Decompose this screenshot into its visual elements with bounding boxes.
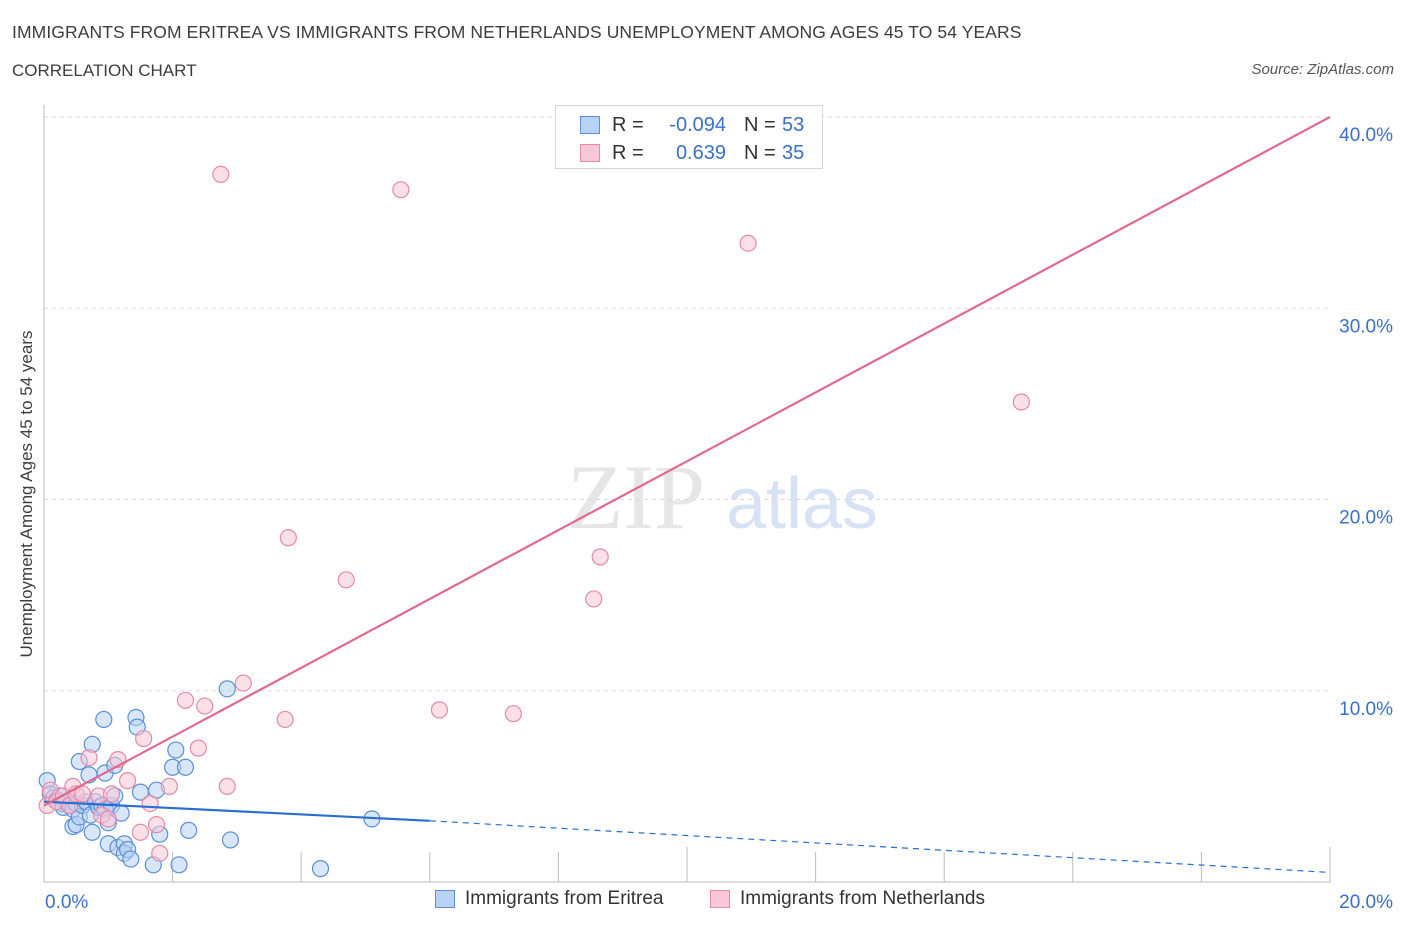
eritrea-n-value: 53 bbox=[782, 113, 805, 136]
netherlands-point bbox=[141, 794, 159, 813]
eritrea-r-value: -0.094 bbox=[669, 113, 726, 136]
legend-row-netherlands: R = 0.639 N = 35 bbox=[580, 141, 804, 165]
netherlands-point bbox=[176, 691, 195, 709]
bottom-legend-eritrea: Immigrants from Eritrea bbox=[435, 888, 663, 910]
eritrea-point bbox=[311, 860, 330, 878]
netherlands-point bbox=[218, 777, 236, 795]
n-label: N = bbox=[744, 113, 776, 136]
netherlands-point bbox=[189, 739, 207, 757]
r-label: R = bbox=[612, 141, 644, 164]
eritrea-point bbox=[95, 710, 113, 729]
netherlands-point bbox=[160, 777, 178, 795]
netherlands-point bbox=[585, 590, 603, 608]
stats-legend: R = -0.094 N = 53 R = 0.639 N = 35 bbox=[555, 105, 823, 169]
y-tick-label: 30.0% bbox=[1339, 316, 1393, 337]
netherlands-legend-swatch bbox=[710, 890, 730, 908]
netherlands-point bbox=[504, 705, 522, 723]
netherlands-point bbox=[234, 674, 252, 692]
legend-row-eritrea: R = -0.094 N = 53 bbox=[580, 113, 804, 137]
chart-title: IMMIGRANTS FROM ERITREA VS IMMIGRANTS FR… bbox=[12, 22, 1022, 42]
netherlands-point bbox=[212, 165, 230, 183]
trend-lines bbox=[43, 116, 1331, 874]
eritrea-point bbox=[83, 823, 101, 841]
netherlands-point bbox=[80, 749, 98, 767]
x-tick-label: 20.0% bbox=[1339, 892, 1393, 913]
netherlands-point bbox=[135, 729, 153, 748]
netherlands-r-value: 0.639 bbox=[675, 141, 726, 164]
series-netherlands bbox=[38, 165, 1030, 862]
watermark-atlas: atlas bbox=[726, 464, 878, 544]
netherlands-legend-label: Immigrants from Netherlands bbox=[740, 888, 985, 909]
bottom-legend-netherlands: Immigrants from Netherlands bbox=[710, 888, 985, 910]
eritrea-legend-label: Immigrants from Eritrea bbox=[465, 888, 664, 909]
netherlands-point bbox=[151, 844, 169, 862]
netherlands-point bbox=[147, 816, 166, 834]
eritrea-point bbox=[122, 850, 140, 868]
eritrea-swatch bbox=[580, 116, 600, 134]
netherlands-swatch bbox=[580, 144, 600, 162]
netherlands-point bbox=[99, 810, 117, 828]
watermark-zip: ZIP bbox=[567, 446, 705, 548]
netherlands-point bbox=[279, 529, 297, 547]
eritrea-point bbox=[176, 758, 195, 776]
netherlands-n-value: 35 bbox=[782, 141, 805, 164]
x-tick-label: 0.0% bbox=[45, 892, 88, 913]
netherlands-point bbox=[276, 710, 294, 729]
netherlands-point bbox=[1012, 393, 1030, 411]
eritrea-point bbox=[167, 741, 185, 759]
r-label: R = bbox=[612, 113, 644, 136]
eritrea-trend-extension bbox=[429, 820, 1331, 874]
netherlands-point bbox=[102, 785, 121, 803]
eritrea-point bbox=[180, 821, 198, 839]
eritrea-point bbox=[218, 680, 236, 698]
eritrea-point bbox=[221, 831, 240, 849]
netherlands-point bbox=[131, 823, 150, 841]
eritrea-point bbox=[170, 856, 188, 874]
source-label: Source: ZipAtlas.com bbox=[1251, 61, 1394, 78]
watermark: ZIP atlas bbox=[567, 446, 878, 548]
y-tick-label: 10.0% bbox=[1339, 699, 1393, 720]
netherlands-point bbox=[196, 697, 214, 715]
netherlands-trend-line bbox=[43, 116, 1331, 807]
eritrea-trend-line bbox=[43, 800, 430, 822]
netherlands-point bbox=[430, 701, 449, 719]
netherlands-point bbox=[392, 181, 410, 199]
netherlands-point bbox=[118, 772, 137, 790]
n-label: N = bbox=[744, 141, 776, 164]
y-tick-label: 20.0% bbox=[1339, 508, 1393, 529]
netherlands-point bbox=[739, 234, 757, 252]
axes bbox=[43, 105, 1331, 883]
netherlands-point bbox=[337, 571, 355, 589]
eritrea-legend-swatch bbox=[435, 890, 455, 908]
grid-lines bbox=[44, 116, 1330, 692]
chart-subtitle: CORRELATION CHART bbox=[12, 61, 197, 80]
tick-labels: 10.0% 20.0% 30.0% 40.0% 0.0% 20.0% bbox=[45, 125, 1393, 913]
netherlands-point bbox=[591, 548, 609, 566]
y-tick-label: 40.0% bbox=[1339, 125, 1393, 146]
y-axis-label: Unemployment Among Ages 45 to 54 years bbox=[17, 330, 36, 658]
